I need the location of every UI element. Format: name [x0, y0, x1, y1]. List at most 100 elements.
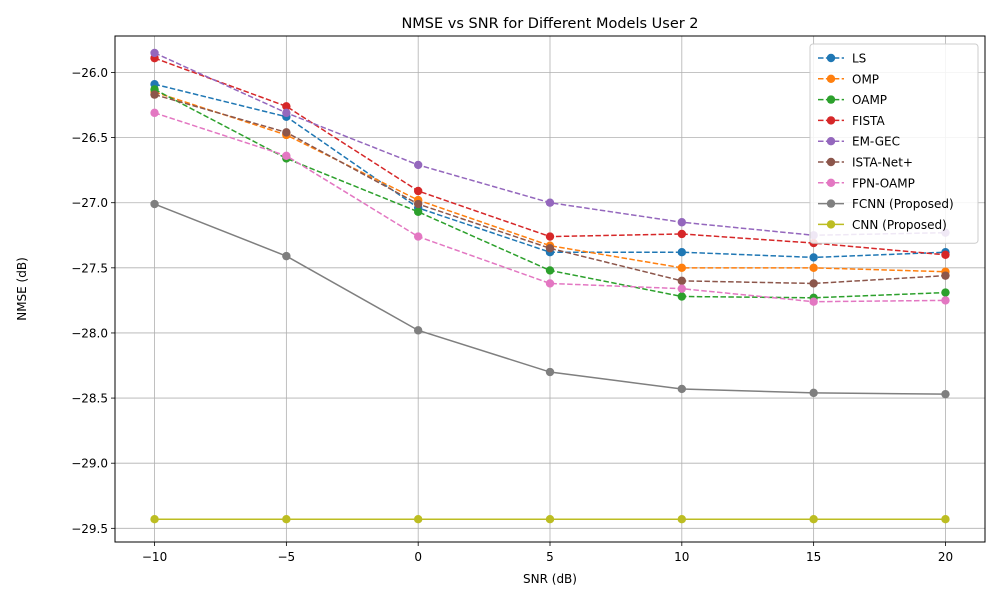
data-point: [677, 218, 687, 227]
legend-item: EM-GEC: [818, 135, 900, 149]
data-point: [282, 108, 291, 118]
data-point: [545, 367, 555, 377]
legend-item: FPN-OAMP: [818, 176, 915, 190]
legend-item: FISTA: [818, 114, 885, 128]
legend-swatch-marker: [826, 74, 836, 84]
legend-swatch-marker: [826, 199, 836, 208]
legend-item: OMP: [818, 72, 879, 86]
legend-label: FCNN (Proposed): [852, 197, 954, 211]
data-point: [413, 515, 423, 524]
legend-item: LS: [818, 52, 866, 66]
data-point: [809, 297, 818, 306]
data-point: [282, 102, 291, 111]
data-point: [677, 229, 687, 239]
x-tick-label: 5: [546, 550, 554, 564]
legend-item: FCNN (Proposed): [818, 197, 954, 211]
data-point: [677, 515, 687, 524]
legend-label: OAMP: [852, 93, 887, 107]
ticks: −10 −5 0 5 10 15 20 −29.5 −29.0 −28.5 −28.0 −27.5 −2…: [71, 66, 953, 564]
y-tick-label: −29.5: [71, 522, 108, 536]
y-tick-label: −27.5: [71, 261, 108, 275]
data-point: [150, 48, 159, 58]
x-tick-label: −5: [278, 550, 296, 564]
legend-label: EM-GEC: [852, 135, 900, 149]
legend-label: FPN-OAMP: [852, 176, 915, 190]
legend-box: [809, 43, 979, 244]
series-cnn-proposed: [150, 515, 950, 524]
grid: [115, 36, 985, 542]
legend-swatch-marker: [826, 116, 836, 125]
legend-swatch-marker: [826, 220, 836, 229]
data-point: [545, 232, 555, 241]
x-tick-label: −10: [142, 550, 167, 564]
data-point: [941, 250, 950, 260]
x-tick-label: 0: [414, 550, 422, 564]
y-tick-label: −27.0: [71, 196, 108, 210]
data-point: [941, 296, 950, 305]
series-ista-net: [150, 90, 950, 288]
data-point: [677, 292, 687, 301]
data-point: [413, 232, 423, 241]
data-point: [809, 263, 818, 273]
data-point: [809, 253, 818, 262]
series-fpn-oamp: [150, 108, 950, 306]
chart-title: NMSE vs SNR for Different Models User 2: [401, 16, 698, 32]
data-point: [150, 90, 159, 99]
legend-swatch-marker: [826, 137, 836, 146]
x-axis-label: SNR (dB): [523, 572, 577, 586]
data-point: [545, 279, 555, 288]
data-point: [413, 207, 423, 217]
data-point: [941, 389, 950, 399]
legend-swatch-marker: [826, 95, 836, 104]
data-point: [809, 388, 818, 398]
data-point: [941, 288, 950, 297]
data-point: [677, 263, 687, 273]
x-tick-label: 10: [674, 550, 689, 564]
series-fcnn-proposed: [150, 199, 950, 399]
data-point: [677, 276, 687, 286]
data-point: [413, 326, 423, 335]
legend-label: ISTA-Net+: [852, 156, 913, 170]
data-point: [413, 199, 423, 209]
data-point: [809, 279, 818, 288]
data-point: [282, 515, 291, 524]
data-point: [545, 198, 555, 207]
x-tick-label: 15: [806, 550, 821, 564]
data-point: [150, 515, 159, 524]
legend: LS OMP OAMP FISTA EM-GEC ISTA-Net+ FPN-OAMP FCN…: [809, 43, 979, 244]
legend-item: OAMP: [818, 93, 887, 107]
data-point: [282, 151, 291, 161]
data-point: [282, 251, 291, 261]
data-point: [282, 128, 291, 137]
data-point: [677, 248, 687, 257]
legend-swatch-marker: [826, 178, 836, 187]
y-tick-label: −29.0: [71, 457, 108, 471]
legend-swatch-marker: [826, 53, 836, 63]
legend-swatch-marker: [826, 157, 836, 167]
data-point: [677, 284, 687, 293]
data-point: [150, 108, 159, 118]
data-point: [413, 160, 423, 170]
x-tick-label: 20: [938, 550, 953, 564]
legend-label: OMP: [852, 72, 879, 86]
data-point: [545, 515, 555, 524]
legend-item: ISTA-Net+: [818, 156, 913, 170]
legend-label: LS: [852, 52, 866, 66]
data-point: [413, 186, 423, 196]
data-point: [941, 271, 950, 280]
data-point: [150, 199, 159, 209]
data-point: [677, 384, 687, 394]
data-point: [545, 266, 555, 275]
y-tick-label: −26.5: [71, 131, 108, 145]
data-point: [941, 515, 950, 524]
y-axis-label: NMSE (dB): [15, 257, 29, 321]
data-point: [545, 244, 555, 253]
y-tick-label: −26.0: [71, 66, 108, 80]
legend-label: FISTA: [852, 114, 885, 128]
legend-item: CNN (Proposed): [818, 218, 947, 232]
y-tick-label: −28.0: [71, 326, 108, 340]
legend-label: CNN (Proposed): [852, 218, 947, 232]
data-point: [809, 515, 818, 524]
y-tick-label: −28.5: [71, 392, 108, 406]
